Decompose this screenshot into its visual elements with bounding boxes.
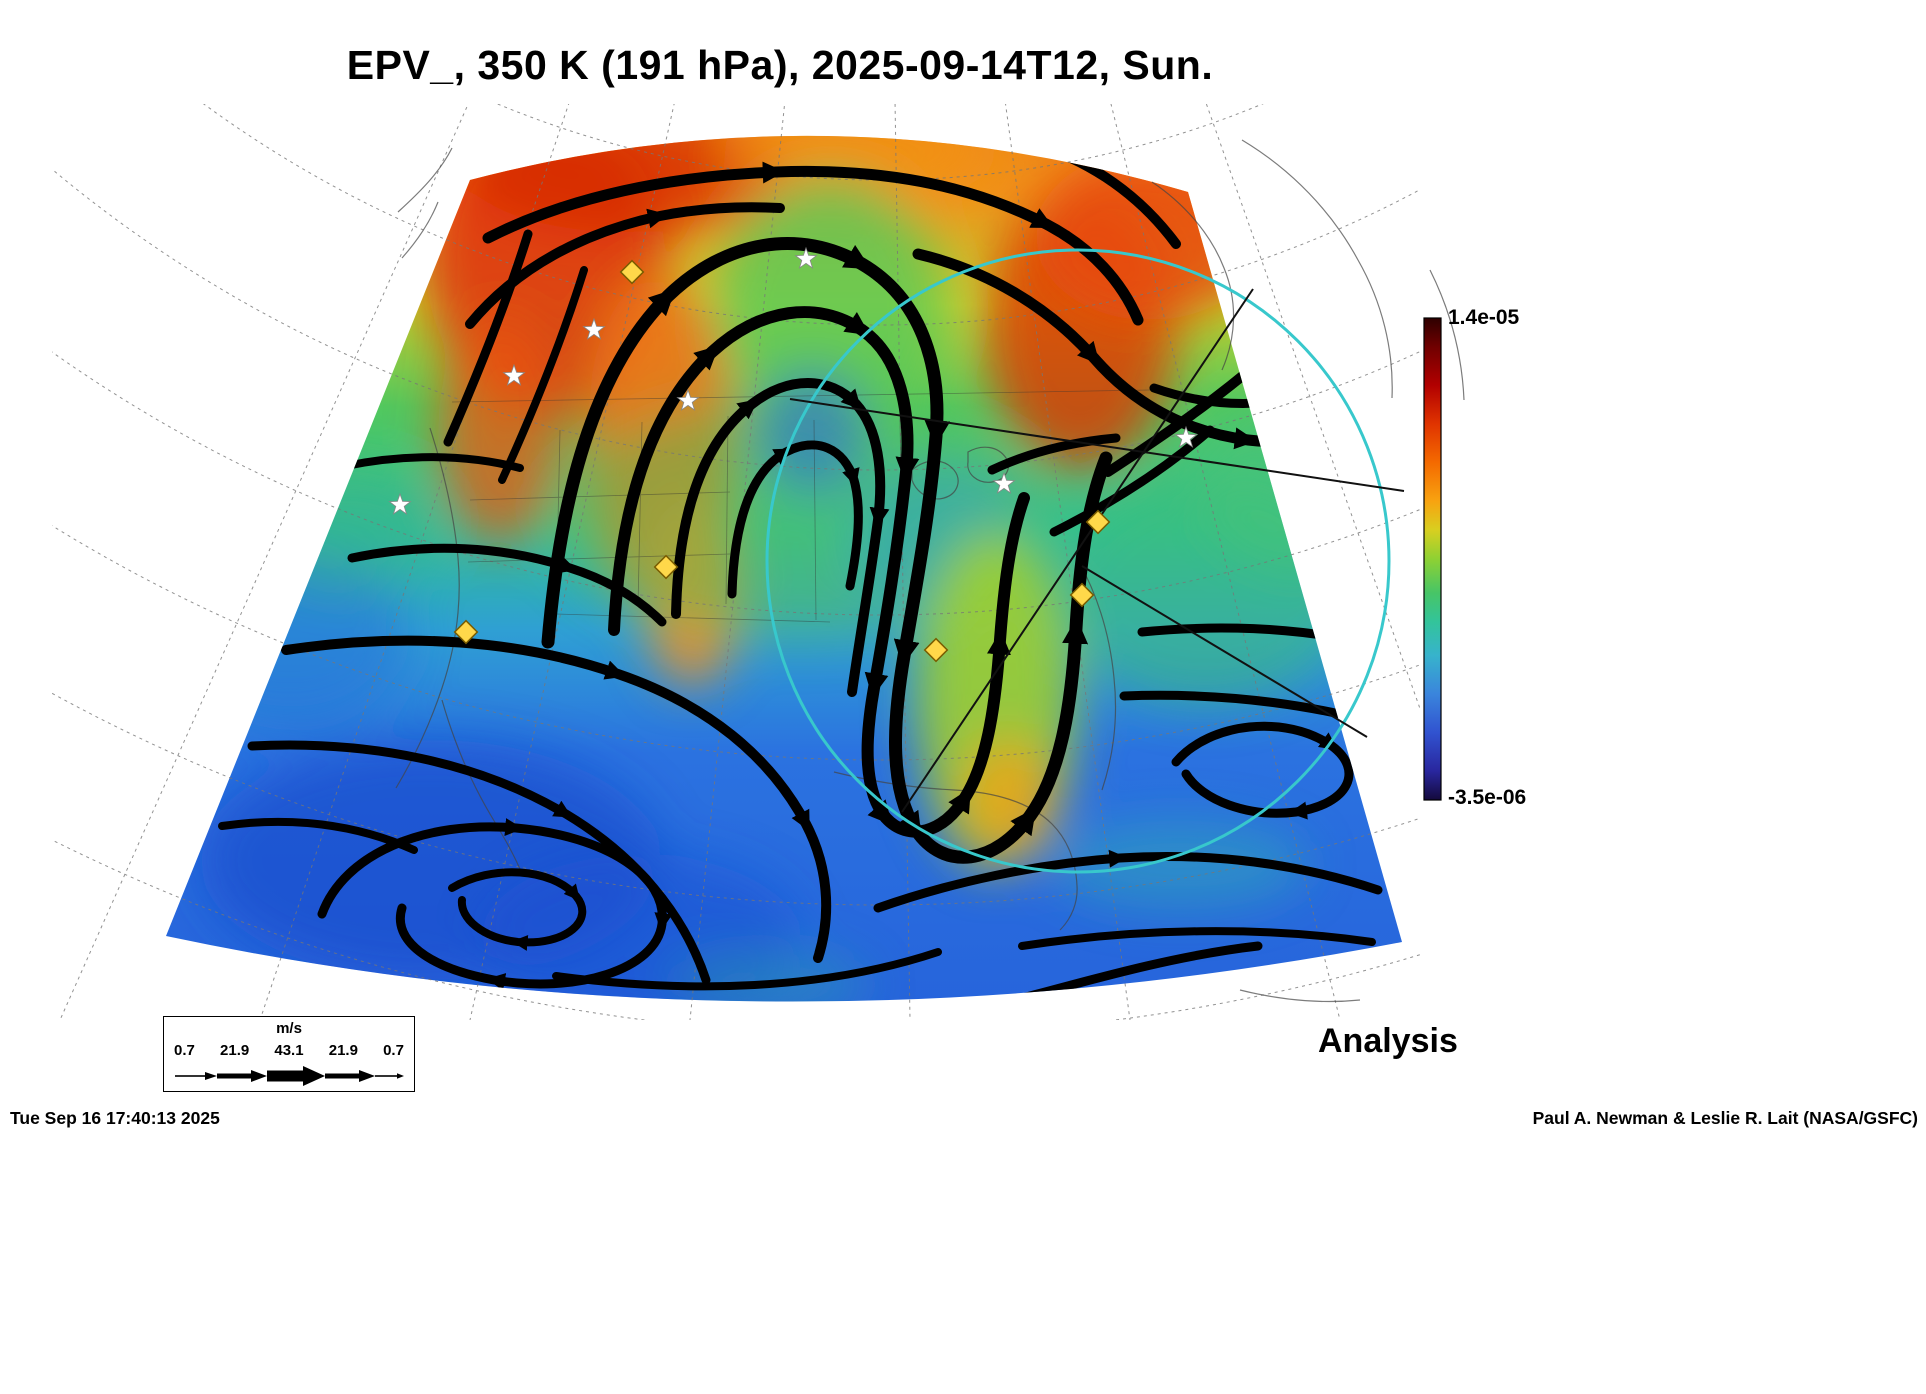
wind-speed-tick: 43.1: [274, 1042, 304, 1059]
colorbar-gradient: [1423, 317, 1442, 801]
path-line: [901, 288, 1254, 813]
page-title: EPV_, 350 K (191 hPa), 2025-09-14T12, Su…: [346, 42, 1214, 88]
epv-field: [166, 135, 1402, 1002]
wind-speed-tick: 0.7: [383, 1042, 404, 1059]
credit-line: Paul A. Newman & Leslie R. Lait (NASA/GS…: [1532, 1108, 1918, 1128]
waypoint-diamond: [1069, 582, 1095, 608]
waypoint-diamond: [619, 259, 645, 285]
analysis-label: Analysis: [1318, 1022, 1458, 1060]
colorbar-min-label: -3.5e-06: [1448, 786, 1527, 809]
wind-speed-units-label: m/s: [276, 1020, 302, 1037]
generation-timestamp: Tue Sep 16 17:40:13 2025: [10, 1108, 220, 1128]
path-line: [1081, 565, 1368, 738]
wind-speed-tick: 21.9: [328, 1042, 358, 1059]
wind-speed-arrow-glyph: [175, 1066, 404, 1086]
colorbar-max-label: 1.4e-05: [1448, 306, 1520, 329]
waypoints: [453, 259, 1111, 663]
path-line: [789, 398, 1405, 492]
waypoint-diamond: [1085, 509, 1111, 535]
waypoint-diamond: [653, 554, 679, 580]
range-ring: [765, 248, 1391, 874]
wind-speed-legend: m/s 0.7 21.9 43.1 21.9 0.7: [163, 1016, 415, 1092]
flight-path-lines: [789, 288, 1405, 813]
colorbar: [1423, 317, 1442, 801]
wind-speed-tick: 21.9: [220, 1042, 250, 1059]
wind-speed-tick-labels: 0.7 21.9 43.1 21.9 0.7: [172, 1043, 406, 1058]
waypoint-diamond: [923, 637, 949, 663]
wind-speed-tick: 0.7: [174, 1042, 195, 1059]
waypoint-diamond: [453, 619, 479, 645]
